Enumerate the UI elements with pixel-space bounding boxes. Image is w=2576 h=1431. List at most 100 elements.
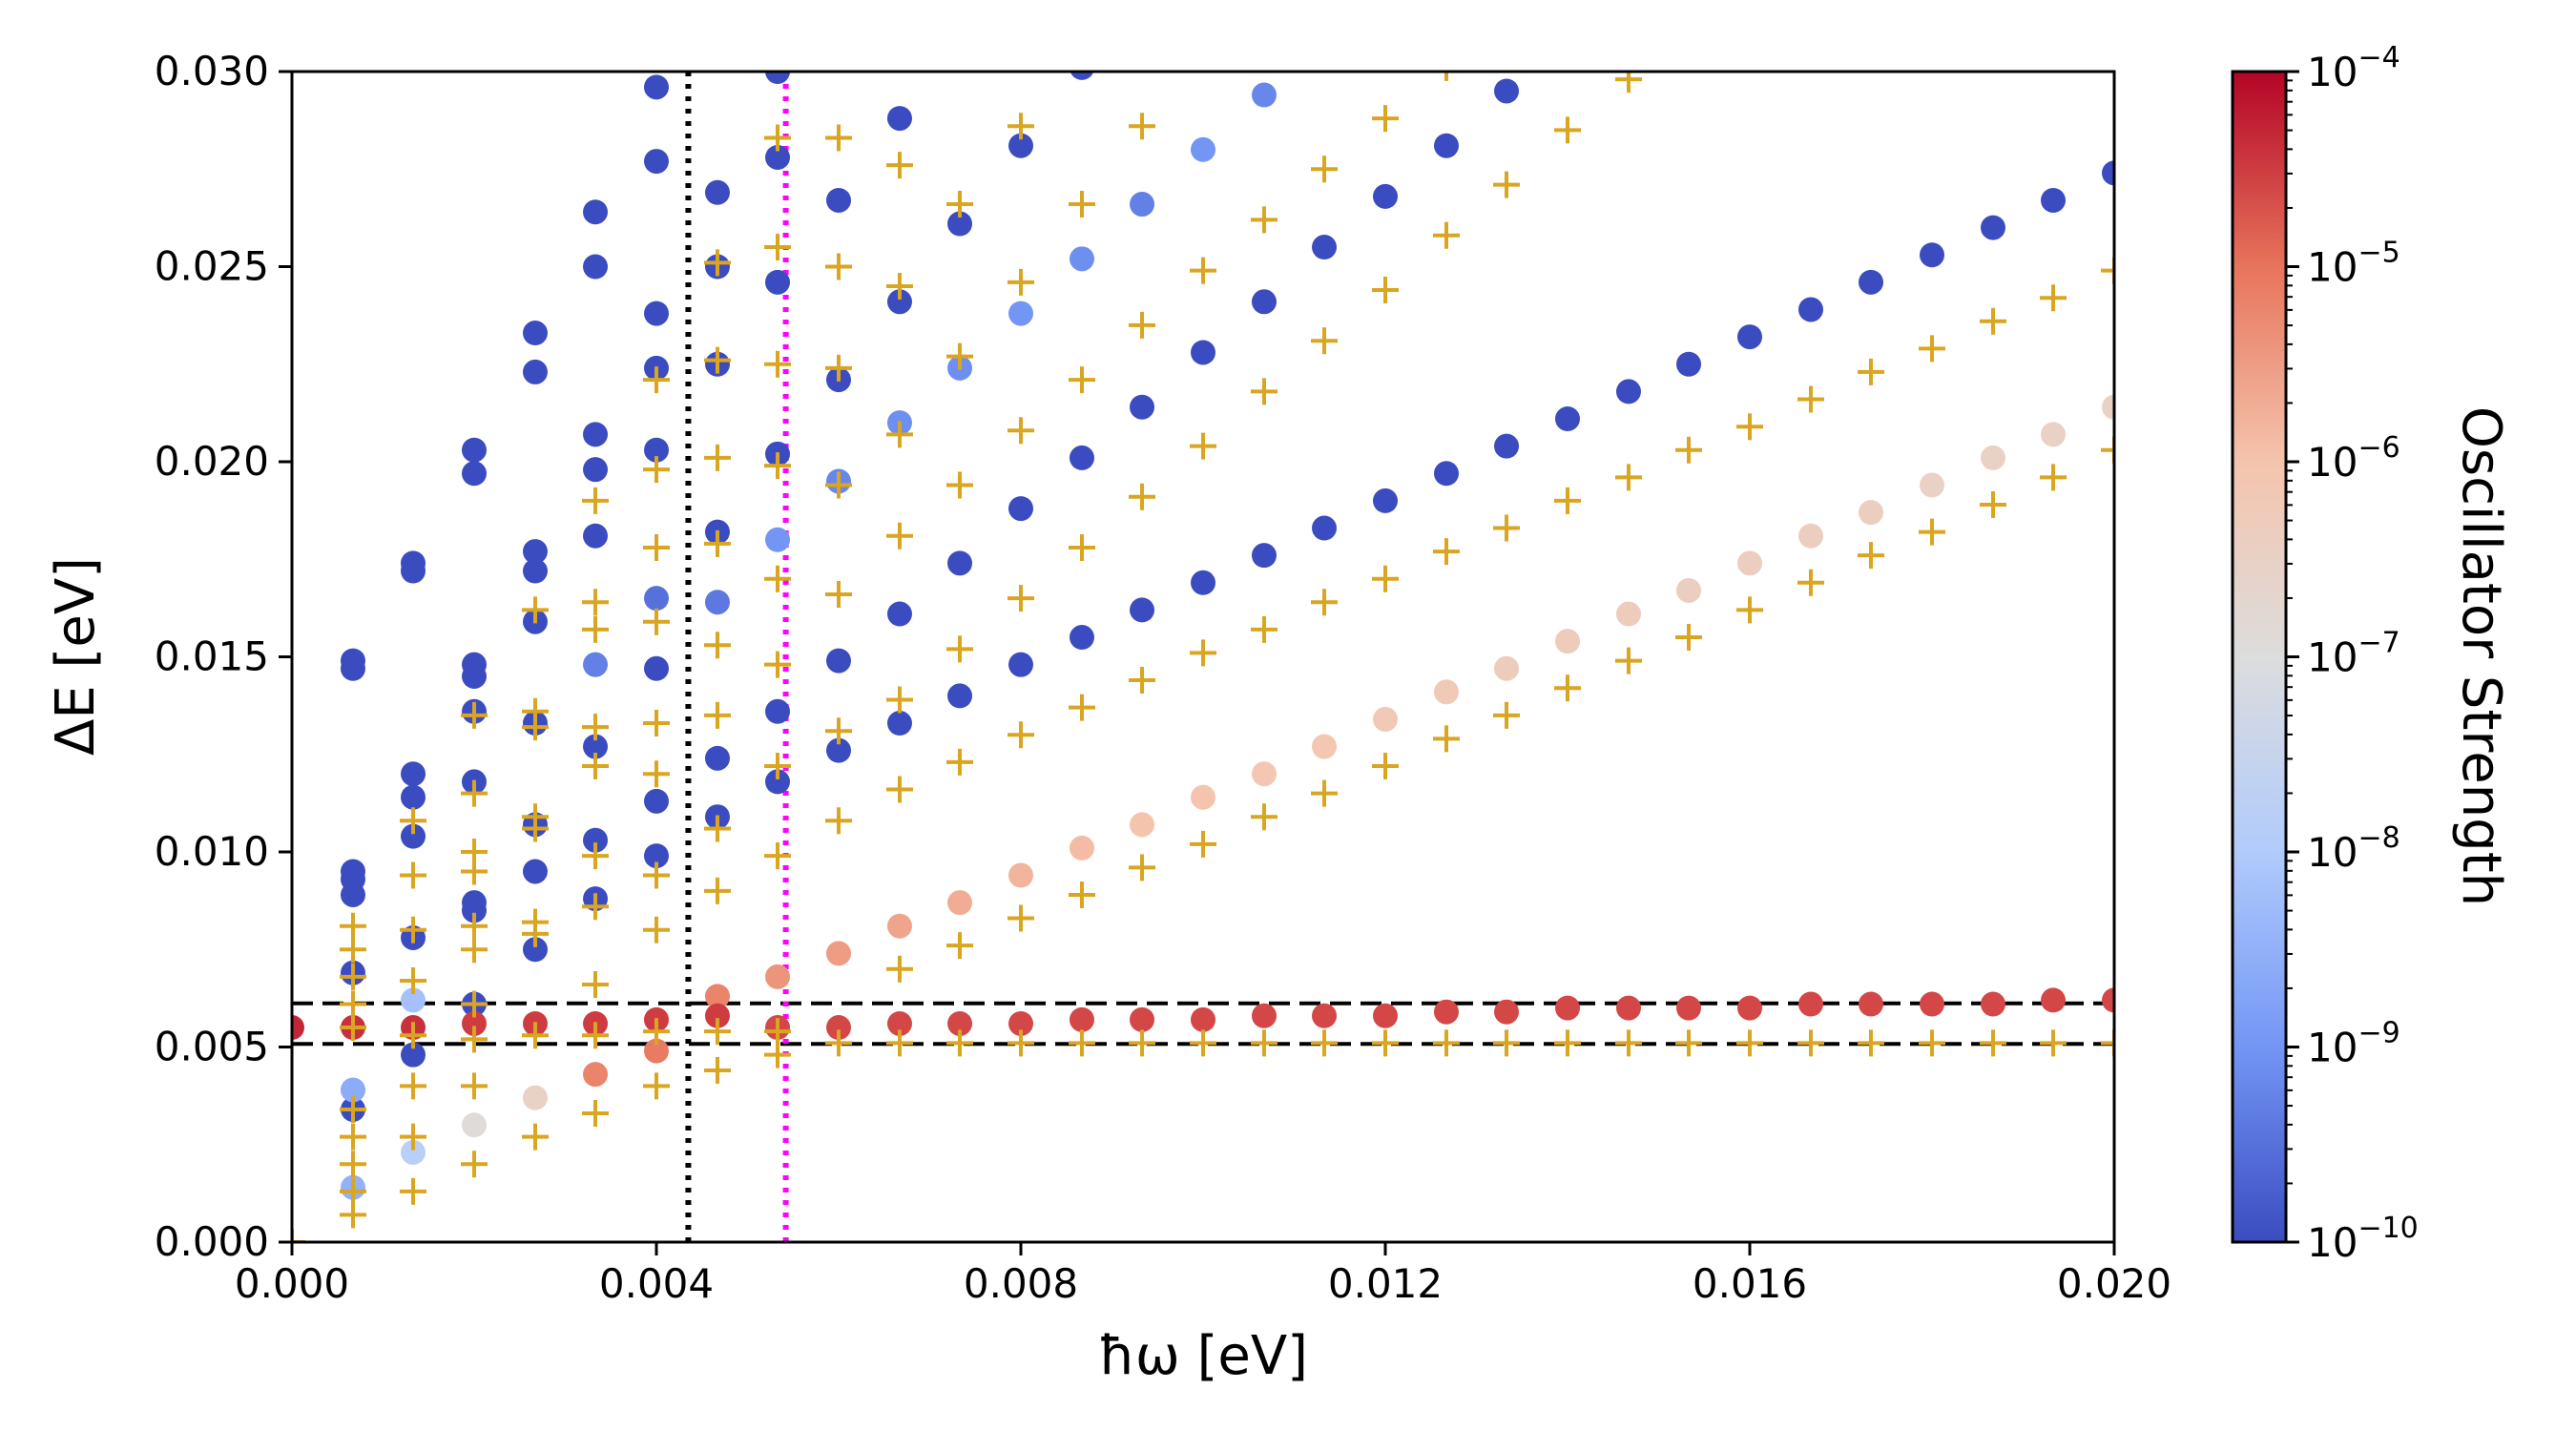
- strength-point: [583, 254, 609, 280]
- strength-point: [644, 655, 669, 681]
- plus-point: [703, 346, 731, 374]
- plus-point: [1493, 514, 1521, 542]
- strength-point: [401, 550, 426, 576]
- plus-point: [1311, 779, 1339, 807]
- plus-point: [400, 966, 427, 994]
- plus-point: [2101, 257, 2114, 284]
- plus-point: [1493, 171, 1521, 198]
- plus-point: [1129, 667, 1156, 695]
- plus-point: [643, 760, 670, 788]
- strength-point: [1433, 679, 1459, 705]
- plus-point: [1797, 569, 1824, 596]
- colorbar-label: Oscillator Strength: [2450, 406, 2512, 906]
- strength-point: [583, 652, 609, 677]
- plus-point: [1190, 830, 1216, 858]
- strength-point: [1251, 82, 1277, 108]
- x-tick-label: 0.020: [2057, 1260, 2171, 1307]
- colorbar-tick-label: 10−10: [2307, 1212, 2419, 1266]
- plus-point: [1008, 113, 1034, 140]
- strength-point: [1615, 601, 1641, 627]
- strength-point: [644, 74, 669, 100]
- plus-point: [764, 1018, 792, 1046]
- x-tick-label: 0.008: [964, 1260, 1078, 1307]
- plus-point: [1432, 1029, 1460, 1057]
- strength-point: [583, 734, 609, 759]
- colorbar-gradient: [2233, 72, 2286, 1242]
- plus-point: [339, 912, 366, 940]
- plus-point: [1068, 694, 1095, 721]
- reference-lines: [292, 72, 2114, 1242]
- y-tick-label: 0.025: [155, 243, 269, 290]
- plus-point: [461, 839, 488, 865]
- plus-point: [521, 1022, 549, 1049]
- plus-point: [1008, 721, 1034, 749]
- strength-point: [1373, 487, 1398, 513]
- plus-point: [461, 990, 488, 1018]
- strength-point: [1130, 1006, 1155, 1032]
- strength-point: [704, 745, 730, 771]
- plus-point: [946, 1029, 974, 1057]
- plus-point: [1068, 366, 1095, 394]
- plus-point: [1068, 881, 1095, 908]
- plus-point: [643, 861, 670, 889]
- plus-point: [582, 589, 610, 616]
- strength-point: [583, 827, 609, 853]
- strength-point: [1676, 995, 1702, 1021]
- plus-point: [400, 1177, 427, 1205]
- plus-point: [825, 717, 852, 745]
- x-axis: 0.000 0.004 0.008 0.012 0.016 0.020: [235, 1242, 2171, 1307]
- strength-point: [826, 187, 851, 213]
- plus-point: [885, 522, 913, 550]
- strength-point: [886, 289, 912, 315]
- strength-point: [1797, 991, 1823, 1017]
- strength-point: [583, 523, 609, 549]
- strength-point: [292, 1015, 304, 1041]
- strength-point: [1737, 324, 1762, 350]
- strength-point: [340, 648, 365, 674]
- plus-point: [1068, 191, 1095, 218]
- strength-point: [1676, 577, 1702, 603]
- strength-point: [1251, 289, 1277, 315]
- plus-point: [885, 421, 913, 448]
- plus-point: [1129, 113, 1156, 140]
- strength-point: [644, 1038, 669, 1064]
- plus-point: [1736, 1029, 1763, 1057]
- strength-point: [947, 550, 973, 576]
- plus-point: [885, 686, 913, 714]
- plus-point: [764, 1041, 792, 1068]
- strength-point: [1251, 1003, 1277, 1028]
- plus-point: [1190, 1029, 1216, 1057]
- strength-point: [1251, 543, 1277, 569]
- strength-point: [1008, 862, 1033, 888]
- plus-point: [703, 1018, 731, 1046]
- colorbar-tick-label: 10−4: [2307, 41, 2400, 95]
- plus-point: [1979, 490, 2006, 518]
- strength-point: [522, 1085, 548, 1110]
- strength-point: [765, 144, 791, 170]
- strength-point: [1008, 496, 1033, 522]
- strength-point: [1555, 629, 1580, 654]
- strength-point: [947, 683, 973, 709]
- strength-point: [834, 72, 843, 73]
- plus-point: [1008, 904, 1034, 932]
- strength-point: [886, 711, 912, 736]
- plus-point: [703, 815, 731, 842]
- strength-point: [522, 321, 548, 346]
- strength-point: [1069, 1006, 1094, 1032]
- plus-point: [1311, 156, 1339, 183]
- y-axis-label: ΔE [eV]: [45, 557, 107, 756]
- strength-point: [583, 457, 609, 483]
- strength-point: [1494, 999, 1520, 1025]
- plus-point: [339, 1201, 366, 1229]
- plus-point: [703, 877, 731, 904]
- plus-point: [1736, 596, 1763, 624]
- plus-point: [1675, 1029, 1703, 1057]
- plus-point: [1372, 105, 1399, 133]
- plus-point: [521, 596, 549, 624]
- plus-point: [1372, 753, 1399, 780]
- plus-point: [1554, 674, 1581, 702]
- strength-point: [522, 359, 548, 384]
- strength-point: [704, 179, 730, 205]
- plus-point: [885, 776, 913, 803]
